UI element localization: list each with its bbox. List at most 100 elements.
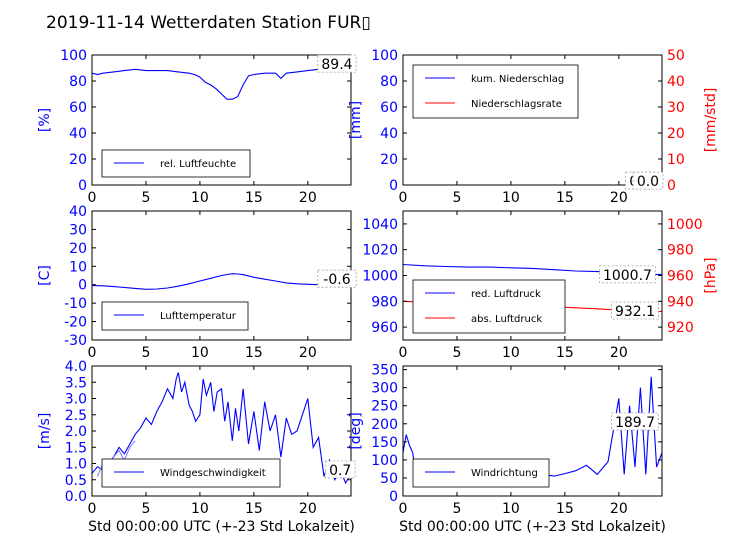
value-annotation-box: [632, 171, 664, 190]
y-tick-label: 3.0: [65, 392, 87, 408]
y-axis-label: [mm]: [348, 101, 364, 139]
series-group: [92, 68, 351, 100]
x-tick-label: 15: [245, 345, 263, 361]
y2-tick-label: 940: [667, 294, 694, 310]
panel-windspeed: 0 5 10 15 20 0.00.51.01.52.02.53.03.54.0 [m/s]…: [37, 359, 356, 535]
panel-humidity: 0 5 10 15 20 0 20 40 60 80 100 [%] 89.4 rel. Luftfeuc…: [37, 48, 357, 206]
value-annotation: 0.0: [637, 174, 659, 190]
y-tick-label: 980: [371, 294, 398, 310]
y2-tick-label: 20: [667, 126, 685, 142]
y-tick-label: 0: [78, 278, 87, 294]
x-tick-label: 0: [399, 190, 408, 206]
y-tick-label: 100: [371, 453, 398, 469]
value-annotation: 1000.7: [603, 268, 652, 284]
y-tick-label: 2.0: [65, 424, 87, 440]
x-tick-label: 0: [88, 345, 97, 361]
legend-label: Lufttemperatur: [160, 311, 237, 322]
x-tick-label: 20: [610, 190, 628, 206]
y-tick-label: 1040: [362, 217, 398, 233]
x-tick-label: 10: [502, 190, 520, 206]
legend: rel. Luftfeuchte: [101, 149, 251, 178]
x-axis-label: Std 00:00:00 UTC (+-23 Std Lokalzeit): [399, 519, 666, 535]
x-tick-label: 10: [502, 345, 520, 361]
series-group: [92, 273, 351, 290]
legend: Lufttemperatur: [101, 301, 249, 331]
y-axis-label: [deg]: [348, 412, 364, 449]
x-axis-label: Std 00:00:00 UTC (+-23 Std Lokalzeit): [88, 519, 355, 535]
panel-precipitation: 0 5 10 15 20 0 20 40 60 80 100 0 10 20 30 40 50 [mm] [mm/s…: [348, 48, 719, 206]
y-tick-label: 100: [60, 48, 87, 64]
y-tick-label: 0: [389, 178, 398, 194]
y-axis-label: [%]: [37, 108, 53, 132]
y2-tick-label: 40: [667, 74, 685, 90]
y-tick-label: 40: [69, 126, 87, 142]
y2-axis-label: [hPa]: [703, 257, 719, 293]
legend: Windrichtung: [412, 458, 550, 488]
y-tick-label: 1.5: [65, 440, 87, 456]
value-annotation: -0.6: [323, 272, 350, 288]
x-tick-label: 20: [299, 190, 317, 206]
legend-label: Niederschlagsrate: [471, 99, 562, 110]
y-tick-label: 10: [69, 259, 87, 275]
y-tick-label: 3.5: [65, 375, 87, 391]
x-tick-label: 10: [191, 190, 209, 206]
y-tick-label: 300: [371, 381, 398, 397]
y-tick-label: 20: [69, 241, 87, 257]
legend-label: rel. Luftfeuchte: [160, 159, 236, 170]
value-annotation-box: [611, 301, 659, 320]
value-annotation-box: [324, 460, 356, 479]
y-tick-label: 80: [69, 74, 87, 90]
y-tick-label: 0.5: [65, 473, 87, 489]
y2-axis-label: [mm/std]: [703, 88, 719, 153]
legend-box: [101, 458, 281, 488]
y-tick-label: 1.0: [65, 457, 87, 473]
y-tick-label: -20: [64, 315, 87, 331]
x-tick-label: 5: [141, 501, 150, 517]
series-line-1: [92, 68, 351, 100]
legend-label: Windrichtung: [471, 468, 538, 479]
panel-pressure: 0 5 10 15 20 960 980 1000 1020 1040 920 940 960 980 10…: [362, 210, 719, 361]
y-tick-label: 1000: [362, 269, 398, 285]
y-tick-label: -30: [64, 333, 87, 349]
value-annotation: 189.7: [615, 415, 655, 431]
panel-temperature: 0 5 10 15 20 -30 -20 -10 0 10 20 30 40 [C] -0.6 Lufttem…: [37, 204, 357, 361]
y2-tick-label: 30: [667, 100, 685, 116]
legend-label: Windgeschwindigkeit: [160, 468, 266, 479]
x-tick-label: 20: [299, 345, 317, 361]
x-tick-label: 15: [245, 501, 263, 517]
y-tick-label: 350: [371, 363, 398, 379]
x-tick-label: 10: [502, 501, 520, 517]
legend-box: [101, 301, 249, 331]
value-annotation-box: [599, 265, 656, 284]
x-tick-label: 20: [610, 501, 628, 517]
x-tick-label: 0: [88, 501, 97, 517]
x-tick-label: 10: [191, 501, 209, 517]
y-tick-label: 0: [389, 489, 398, 505]
x-tick-label: 0: [88, 190, 97, 206]
legend-label: abs. Luftdruck: [471, 314, 542, 325]
y-tick-label: 50: [380, 471, 398, 487]
y-tick-label: -10: [64, 296, 87, 312]
value-annotation: 89.4: [321, 57, 352, 73]
series-line-1: [92, 273, 351, 290]
x-tick-label: 10: [191, 345, 209, 361]
y-tick-label: 100: [371, 48, 398, 64]
x-tick-label: 15: [556, 501, 574, 517]
x-tick-label: 5: [141, 190, 150, 206]
x-tick-label: 5: [452, 345, 461, 361]
x-tick-label: 5: [141, 345, 150, 361]
x-tick-label: 5: [452, 501, 461, 517]
y2-tick-label: 1000: [667, 217, 703, 233]
y-tick-label: 40: [69, 204, 87, 220]
y-tick-label: 80: [380, 74, 398, 90]
x-tick-label: 0: [399, 501, 408, 517]
y-tick-label: 1020: [362, 243, 398, 259]
plot-frame: [402, 365, 663, 497]
value-annotation-box: [317, 54, 357, 73]
x-tick-label: 20: [299, 501, 317, 517]
legend-label: red. Luftdruck: [471, 289, 541, 300]
y-tick-label: 4.0: [65, 359, 87, 375]
figure-title: 2019-11-14 Wetterdaten Station FUR▯: [46, 13, 371, 33]
